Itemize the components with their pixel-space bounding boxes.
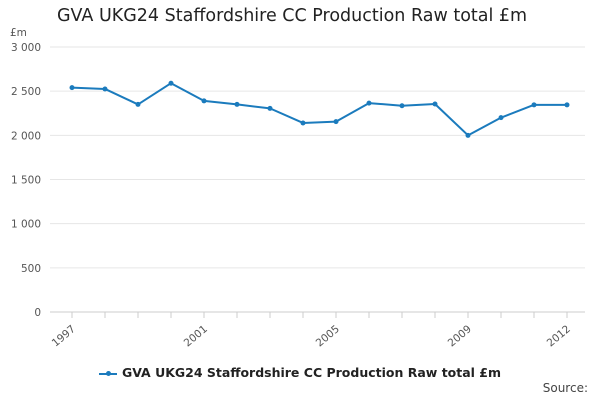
data-point — [300, 120, 306, 126]
gridlines — [50, 46, 585, 313]
chart-title: GVA UKG24 Staffordshire CC Production Ra… — [57, 6, 528, 26]
y-tick-label: 1 500 — [11, 175, 41, 187]
y-tick-label: 500 — [21, 263, 41, 275]
x-tick-label: 2001 — [182, 323, 210, 349]
data-point — [564, 102, 570, 108]
data-point — [432, 101, 438, 107]
series-layer — [69, 80, 570, 138]
x-axis: 1997 2001 2005 2009 2012 — [50, 312, 573, 349]
series-line — [71, 82, 567, 137]
data-point — [102, 86, 108, 92]
y-tick-label: 2 000 — [11, 130, 41, 142]
source-label: Source: — [542, 381, 588, 395]
data-point — [399, 103, 405, 109]
legend[interactable]: GVA UKG24 Staffordshire CC Production Ra… — [0, 365, 600, 380]
x-tick-label: 2005 — [314, 323, 342, 349]
y-tick-label: 1 000 — [11, 219, 41, 231]
data-point — [333, 119, 339, 125]
data-point — [531, 102, 537, 108]
data-point — [69, 85, 75, 91]
data-point — [168, 80, 174, 86]
data-point — [234, 101, 240, 107]
y-tick-label: 3 000 — [11, 42, 41, 54]
x-tick-label: 2012 — [545, 323, 573, 349]
y-axis-label: £m — [10, 27, 27, 39]
data-point — [498, 115, 504, 121]
x-tick-label: 2009 — [446, 323, 474, 349]
legend-swatch — [98, 370, 117, 376]
y-tick-label: 2 500 — [11, 86, 41, 98]
data-point — [465, 132, 471, 138]
x-tick-label: 1997 — [50, 323, 78, 349]
data-point — [201, 98, 207, 104]
data-point — [366, 100, 372, 106]
y-tick-label: 0 — [34, 307, 41, 319]
data-point — [135, 101, 141, 107]
legend-label: GVA UKG24 Staffordshire CC Production Ra… — [121, 365, 502, 380]
data-point — [267, 105, 273, 111]
y-axis: 0 500 1 000 1 500 2 000 2 500 3 000 £m — [10, 27, 41, 319]
